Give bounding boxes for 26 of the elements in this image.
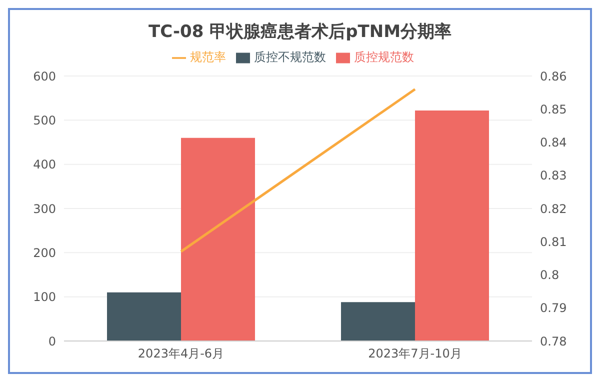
y2-tick-label: 0.78 — [540, 334, 567, 348]
y-tick-label: 600 — [33, 69, 56, 84]
bar — [341, 302, 415, 341]
bar — [415, 110, 489, 341]
y2-tick-label: 0.81 — [540, 234, 567, 249]
y2-tick-label: 0.84 — [540, 136, 567, 150]
y2-tick-label: 0.86 — [540, 69, 567, 84]
chart-title: TC-08 甲状腺癌患者术后pTNM分期率 — [147, 21, 452, 43]
y2-tick-label: 0.83 — [540, 168, 567, 183]
legend-label: 质控不规范数 — [254, 50, 326, 64]
y-tick-label: 0 — [48, 334, 56, 348]
y-tick-label: 300 — [33, 202, 56, 216]
x-tick-label: 2023年7月-10月 — [368, 346, 462, 361]
y-tick-label: 400 — [33, 158, 56, 172]
y-tick-label: 500 — [33, 113, 56, 128]
bar — [181, 138, 255, 341]
x-tick-label: 2023年4月-6月 — [138, 346, 224, 361]
y-tick-label: 200 — [33, 246, 56, 260]
y2-tick-label: 0.79 — [540, 301, 567, 316]
y2-tick-label: 0.82 — [540, 202, 567, 216]
y2-tick-label: 0.85 — [540, 102, 567, 116]
y-tick-label: 100 — [33, 290, 56, 304]
legend-label: 质控规范数 — [354, 50, 414, 64]
y2-tick-label: 0.8 — [540, 268, 560, 282]
legend-label: 规范率 — [190, 50, 226, 64]
bar — [107, 292, 181, 341]
